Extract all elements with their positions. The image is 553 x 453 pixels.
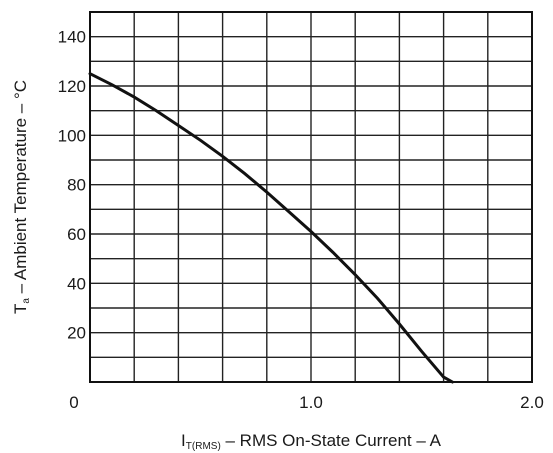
x-axis-label-main: I bbox=[181, 431, 186, 450]
y-tick-labels: 20 40 60 80 100 120 140 bbox=[58, 28, 86, 343]
y-tick-label: 40 bbox=[67, 274, 86, 293]
x-axis-label-rest: – RMS On-State Current – A bbox=[221, 431, 442, 450]
y-axis-label-rest: – Ambient Temperature – °C bbox=[11, 80, 30, 298]
x-axis-label: IT(RMS) – RMS On-State Current – A bbox=[181, 431, 442, 452]
x-tick-label: 0 bbox=[69, 393, 78, 412]
plot-frame bbox=[89, 11, 533, 383]
x-tick-labels: 0 1.0 2.0 bbox=[69, 393, 544, 412]
y-tick-label: 80 bbox=[67, 176, 86, 195]
y-tick-label: 100 bbox=[58, 126, 86, 145]
y-tick-label: 20 bbox=[67, 324, 86, 343]
y-tick-label: 60 bbox=[67, 225, 86, 244]
x-tick-label: 2.0 bbox=[520, 393, 544, 412]
y-tick-label: 120 bbox=[58, 77, 86, 96]
x-tick-label: 1.0 bbox=[299, 393, 323, 412]
y-axis-label-main: T bbox=[11, 304, 30, 314]
y-tick-label: 140 bbox=[58, 28, 86, 47]
x-axis-label-sub: T(RMS) bbox=[186, 441, 221, 452]
grid bbox=[90, 12, 532, 382]
y-axis-label-sub: a bbox=[21, 298, 32, 304]
y-axis-label: Ta – Ambient Temperature – °C bbox=[11, 80, 32, 314]
derating-curve bbox=[88, 72, 454, 384]
